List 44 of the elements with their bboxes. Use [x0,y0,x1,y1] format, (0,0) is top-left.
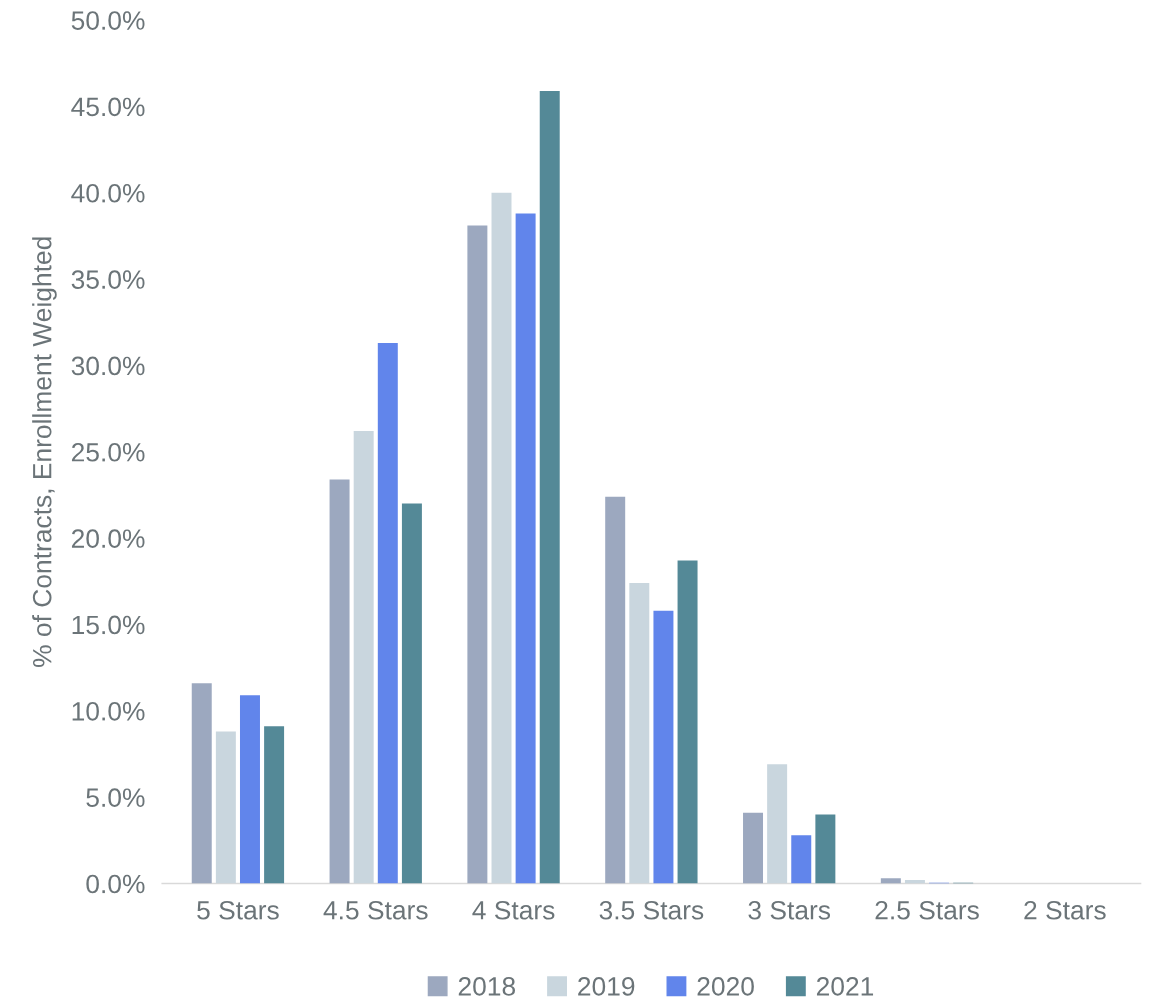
y-tick-label: 35.0% [71,270,145,289]
bar [791,835,812,884]
x-tick-label: 4.5 Stars [323,900,428,920]
legend-label: 2019 [578,977,635,996]
y-tick-label: 5.0% [86,788,145,807]
bar [677,560,698,884]
legend-label: 2018 [458,977,516,996]
x-tick-label: 4 Stars [472,900,555,920]
bar [215,731,236,884]
x-tick-label: 2 Stars [1024,900,1106,920]
bar [767,764,788,884]
y-tick-label: 30.0% [71,356,145,376]
y-tick-label: 20.0% [71,529,145,548]
legend-label: 2021 [816,977,874,996]
bar [605,496,626,884]
y-tick-label: 40.0% [71,183,145,203]
y-tick-label: 25.0% [71,442,145,462]
y-tick-label: 15.0% [72,615,145,635]
bar [653,610,674,884]
x-tick-label: 3 Stars [748,900,831,920]
y-tick-label: 50.0% [71,11,145,30]
bar [629,583,650,884]
bar [467,225,488,884]
bar [377,343,398,884]
y-tick-label: 45.0% [71,97,145,117]
bar [191,683,212,884]
bar [353,431,374,884]
x-tick-label: 3.5 Stars [599,900,704,920]
legend-label: 2020 [697,977,754,996]
y-tick-label: 10.0% [72,701,145,721]
bar [491,192,512,884]
y-tick-label: 0.0% [86,874,145,894]
x-tick-label: 2.5 Stars [875,900,979,920]
bar [401,503,422,884]
bar [329,479,350,884]
bar [815,814,836,884]
bar [743,812,764,884]
bar [239,695,260,884]
bar [539,90,560,884]
bar [264,726,285,884]
bar [880,878,901,884]
bar [515,213,536,884]
x-tick-label: 5 Stars [197,900,279,920]
y-axis-title: % of Contracts, Enrollment Weighted [32,237,57,667]
